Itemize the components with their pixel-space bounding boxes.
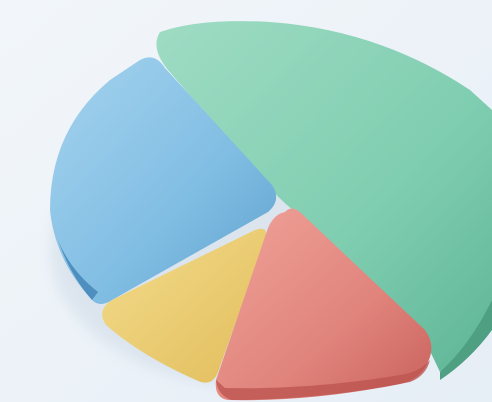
blue-slice-side bbox=[58, 240, 98, 300]
red-slice-side bbox=[216, 360, 430, 400]
yellow-slice bbox=[102, 228, 267, 383]
red-slice bbox=[215, 208, 432, 401]
green-slice bbox=[156, 21, 492, 372]
green-slice-side bbox=[440, 300, 492, 380]
blue-slice bbox=[50, 57, 277, 305]
